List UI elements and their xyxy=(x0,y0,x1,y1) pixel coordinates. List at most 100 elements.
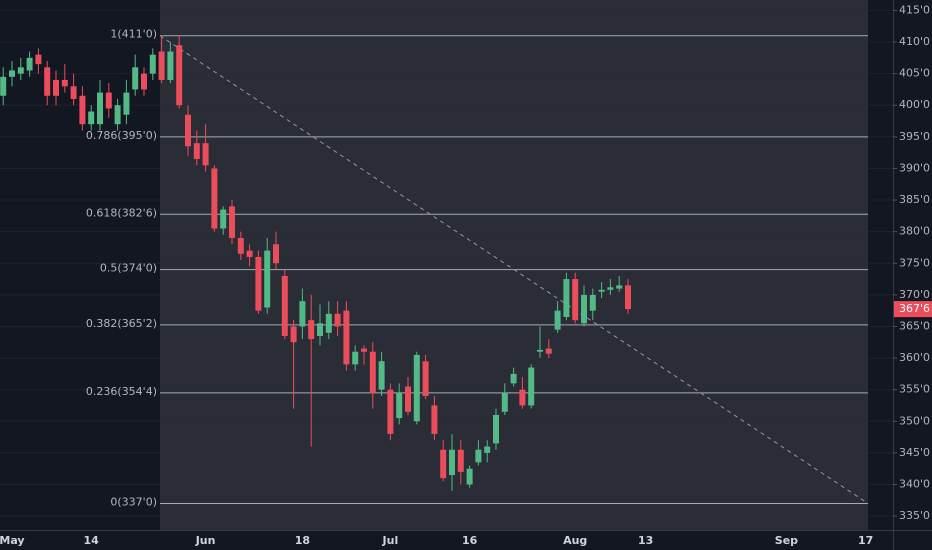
fib-area xyxy=(160,0,868,530)
x-tick-label: 16 xyxy=(462,534,478,547)
candle-body xyxy=(26,57,33,71)
candle-body xyxy=(387,389,394,434)
candle-body xyxy=(396,392,403,419)
candle-body xyxy=(413,354,420,422)
candle-body xyxy=(625,285,631,310)
candle-body xyxy=(97,92,103,125)
candle-body xyxy=(493,414,499,444)
fib-label: 1(411'0) xyxy=(110,28,157,41)
candle-body xyxy=(378,361,385,390)
y-tick-label: 345'0 xyxy=(899,446,930,459)
y-tick-label: 390'0 xyxy=(899,161,930,174)
candle-body xyxy=(449,449,455,476)
x-tick-label: Aug xyxy=(563,534,587,547)
fib-label: 0.786(395'0) xyxy=(86,129,157,142)
y-tick-label: 340'0 xyxy=(899,477,930,490)
candle-body xyxy=(299,301,306,327)
candle-body xyxy=(440,449,447,479)
fib-label: 0.618(382'6) xyxy=(86,206,157,219)
candle-body xyxy=(88,111,95,125)
y-tick-label: 380'0 xyxy=(899,225,930,238)
y-tick-label: 395'0 xyxy=(899,130,930,143)
candle-body xyxy=(229,206,235,238)
candle-body xyxy=(246,250,253,257)
candle-body xyxy=(510,373,517,384)
candle-body xyxy=(255,256,262,311)
candle-body xyxy=(220,209,227,229)
x-tick-label: 17 xyxy=(858,534,873,547)
y-tick-label: 415'0 xyxy=(899,3,930,16)
candle-body xyxy=(35,54,42,65)
candle-body xyxy=(132,67,139,90)
candle-body xyxy=(484,446,491,453)
candle-body xyxy=(281,275,288,336)
y-tick-label: 365'0 xyxy=(899,319,930,332)
candle-body xyxy=(17,67,24,74)
candle-body xyxy=(589,294,596,311)
candle-body xyxy=(519,389,526,406)
candle-body xyxy=(581,294,587,324)
candle-body xyxy=(537,349,543,352)
candle-body xyxy=(185,114,191,147)
x-tick-label: Sep xyxy=(775,534,798,547)
candle-body xyxy=(545,348,552,354)
fib-label: 0(337'0) xyxy=(110,495,157,508)
candle-body xyxy=(79,95,86,125)
candle-body xyxy=(361,348,367,352)
candle-body xyxy=(563,279,570,317)
y-tick-label: 400'0 xyxy=(899,98,930,111)
candle-body xyxy=(202,143,209,166)
candle-body xyxy=(501,392,508,412)
candle-body xyxy=(273,244,279,264)
candle-body xyxy=(431,405,438,434)
candle-body xyxy=(70,86,77,99)
candle-body xyxy=(0,76,7,96)
x-tick-label: May xyxy=(0,534,25,547)
trend-line xyxy=(159,35,869,504)
candle-body xyxy=(141,73,147,90)
candle-body xyxy=(44,67,51,96)
candle-body xyxy=(193,143,200,159)
y-tick-label: 385'0 xyxy=(899,193,930,206)
candle-body xyxy=(123,92,130,115)
y-tick-label: 355'0 xyxy=(899,383,930,396)
candle-body xyxy=(176,45,183,106)
candle-body xyxy=(149,54,156,74)
candle-body xyxy=(334,313,341,327)
y-tick-label: 350'0 xyxy=(899,414,930,427)
candle-body xyxy=(422,361,429,396)
candle-body xyxy=(352,351,359,365)
candle-body xyxy=(325,313,332,333)
candle-body xyxy=(343,310,350,365)
candle-body xyxy=(317,323,323,336)
candle-body xyxy=(308,320,315,340)
y-tick-label: 335'0 xyxy=(899,509,930,522)
candle-body xyxy=(475,449,482,463)
candle-body xyxy=(457,449,464,472)
candle-body xyxy=(211,168,218,229)
candle-body xyxy=(9,70,15,77)
x-tick-label: Jun xyxy=(195,534,216,547)
candle-body xyxy=(158,51,165,80)
candle-body xyxy=(616,285,623,289)
y-tick-label: 370'0 xyxy=(899,288,930,301)
last-price-box xyxy=(894,301,932,318)
fib-label: 0.5(374'0) xyxy=(100,262,157,275)
candle-body xyxy=(264,250,271,308)
last-price-label: 367'6 xyxy=(899,302,930,315)
y-tick-label: 405'0 xyxy=(899,67,930,80)
candle-body xyxy=(528,367,535,406)
candle-body xyxy=(290,326,297,343)
x-tick-label: Jul xyxy=(382,534,399,547)
candle-body xyxy=(405,386,411,412)
x-tick-label: 14 xyxy=(84,534,100,547)
candle-body xyxy=(572,279,579,321)
candle-body xyxy=(105,92,112,109)
y-tick-label: 375'0 xyxy=(899,256,930,269)
candle-body xyxy=(167,51,174,80)
candle-body xyxy=(554,310,561,330)
y-tick-label: 360'0 xyxy=(899,351,930,364)
